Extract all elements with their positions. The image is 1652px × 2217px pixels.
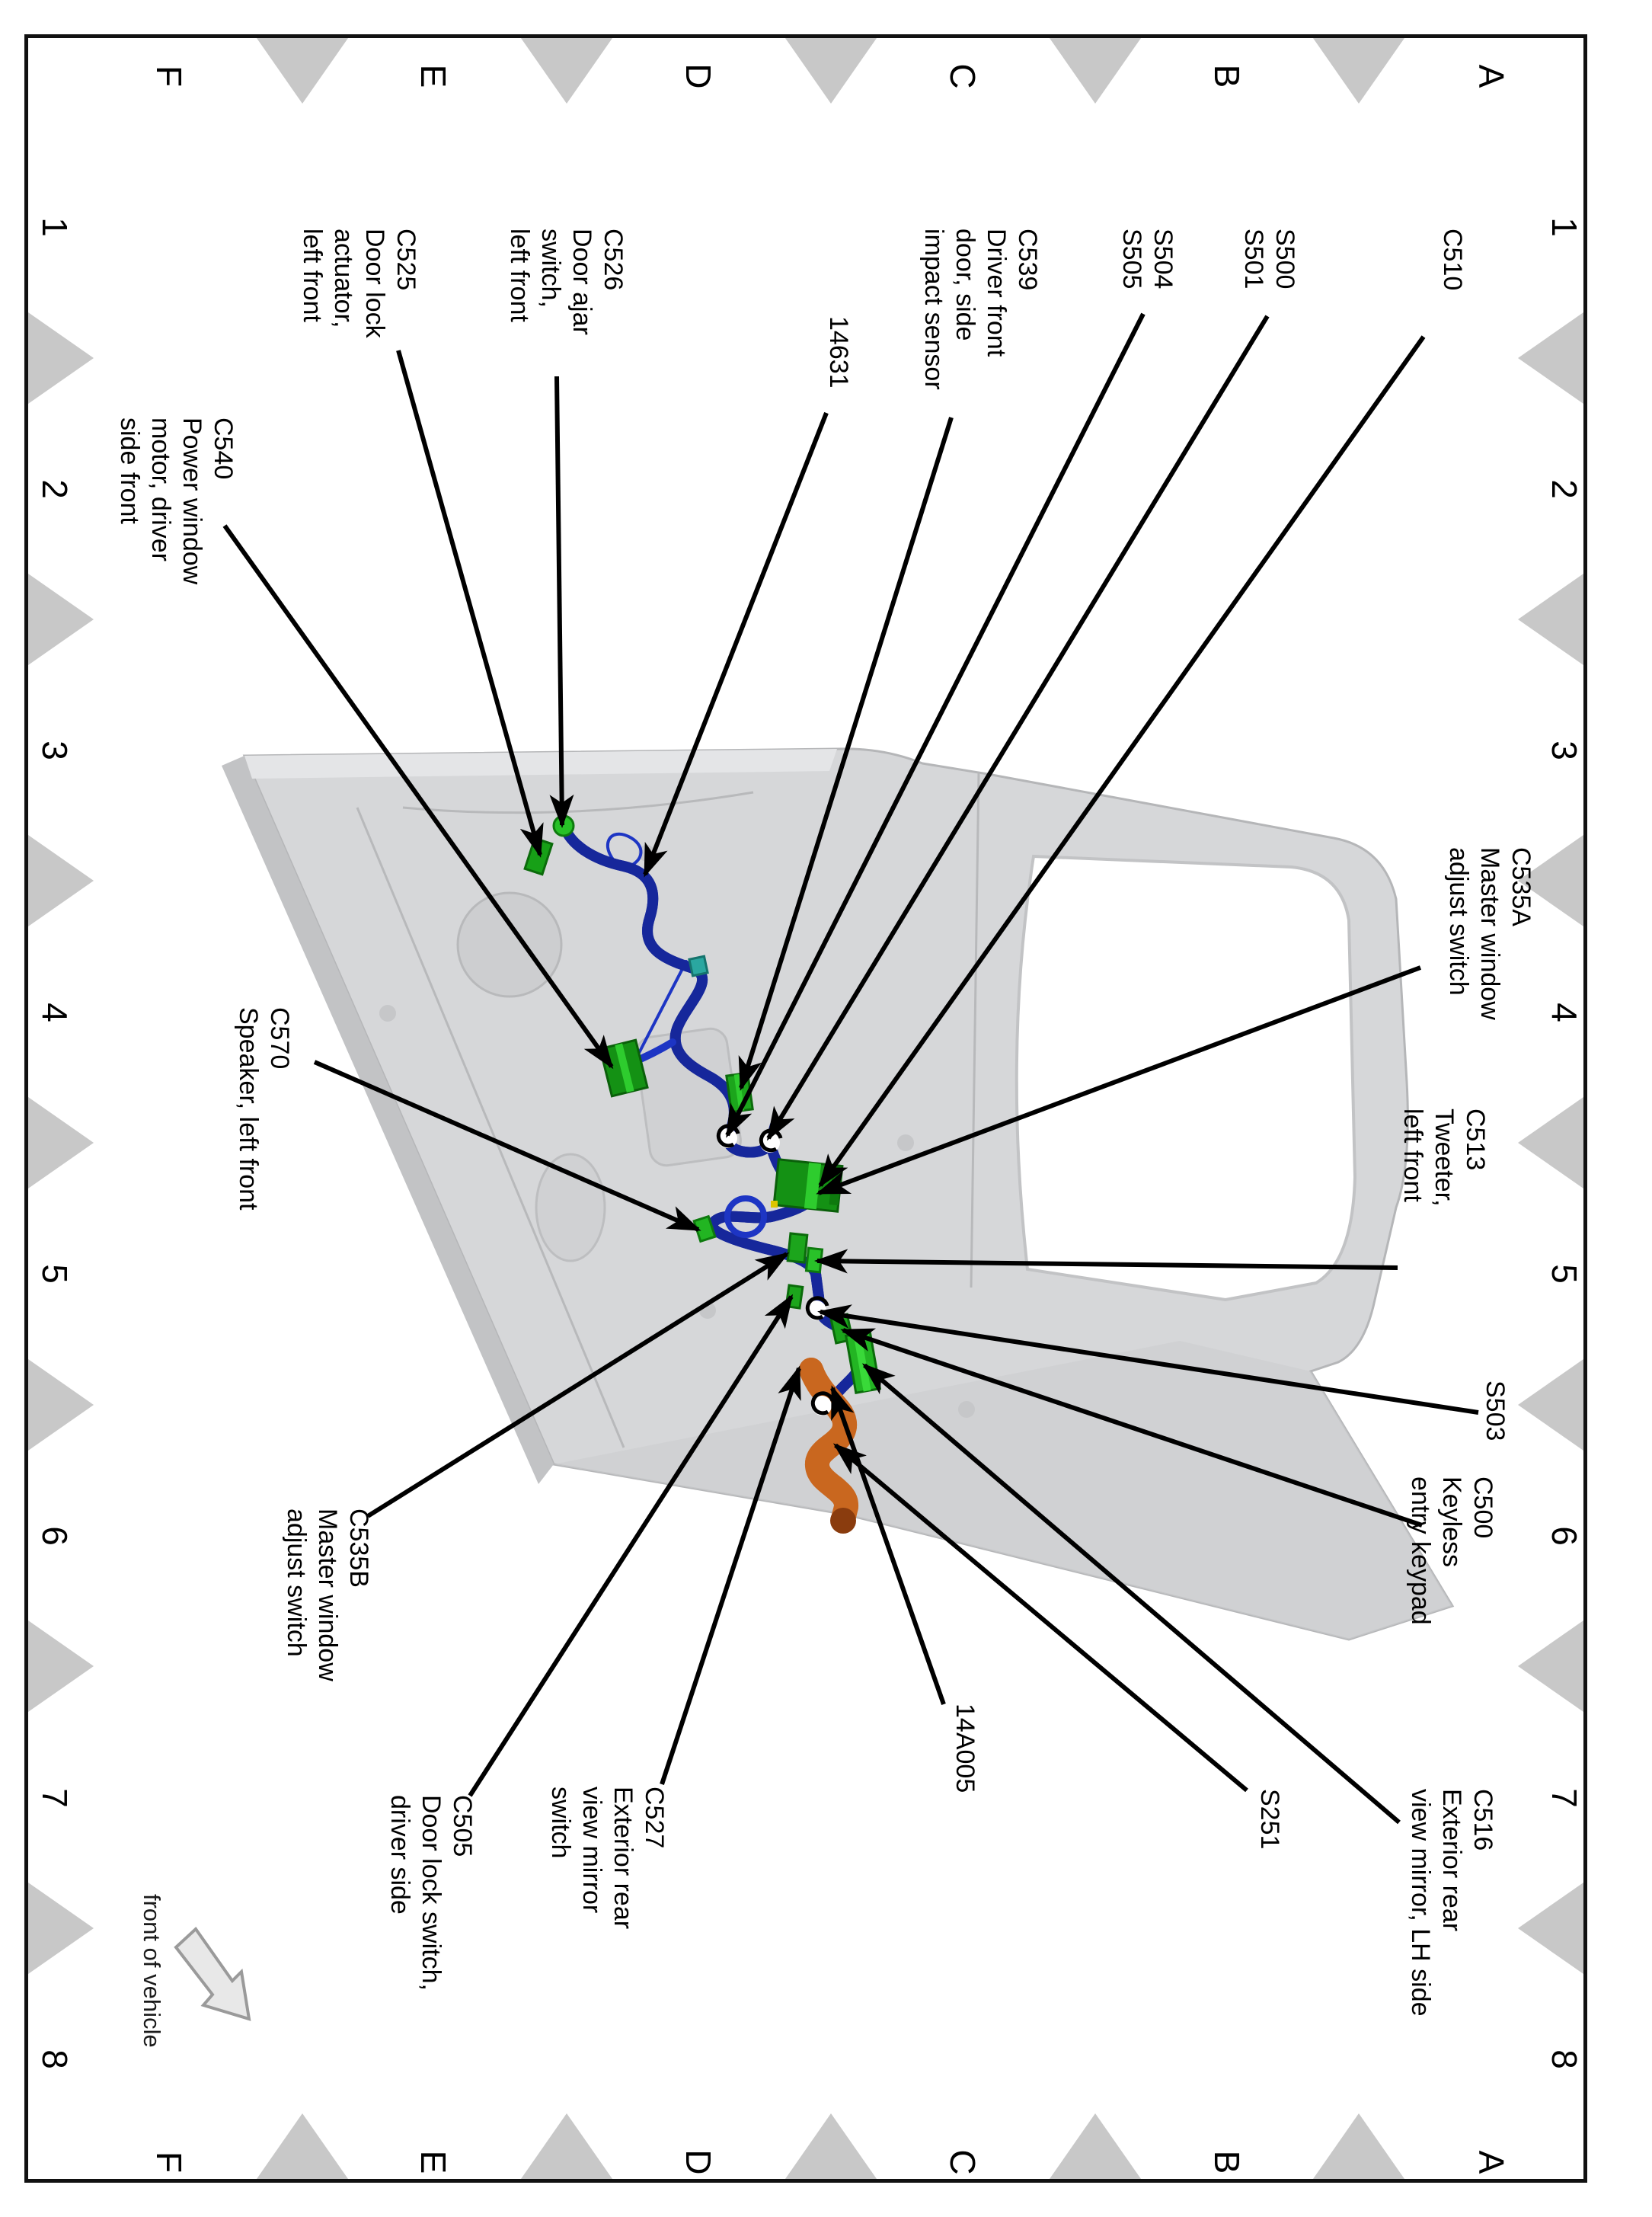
- wire-pigtail-loop: [724, 1195, 767, 1238]
- leader-c500: [840, 1328, 1423, 1528]
- leader-14631: [643, 411, 829, 878]
- leader-c513: [814, 1249, 1398, 1274]
- panel-recess-oval: [535, 1153, 606, 1262]
- leader-c505: [468, 1294, 794, 1797]
- callout-s504-s505: S504 S505: [1117, 229, 1177, 290]
- speaker-recess: [456, 891, 563, 998]
- callout-c539: C539 Driver front door, side impact sens…: [919, 229, 1042, 390]
- front-of-vehicle-label: front of vehicle: [139, 1894, 165, 2048]
- callout-14631: 14631: [824, 316, 853, 389]
- callout-c527: C527 Exterior rear view mirror switch: [546, 1787, 669, 1930]
- leader-c535a: [816, 965, 1422, 1195]
- leader-c539: [738, 417, 954, 1091]
- connector-c535b: [786, 1232, 809, 1264]
- callout-c535a: C535A Master window adjust switch: [1444, 847, 1535, 1020]
- clip-teal: [688, 955, 709, 977]
- leader-s251: [832, 1443, 1248, 1793]
- callout-c500: C500 Keyless entry keypad: [1406, 1476, 1497, 1625]
- tie-yellow: [771, 1201, 778, 1208]
- callout-c570: C570 Speaker, left front: [234, 1007, 294, 1211]
- leader-lines: [222, 312, 1479, 1825]
- leader-s504-s505: [725, 312, 1146, 1138]
- window-opening: [1015, 854, 1357, 1302]
- callout-14a005: 14A005: [951, 1704, 979, 1793]
- callout-c525: C525 Door lock actuator, left front: [298, 229, 420, 338]
- callout-c513: C513 Tweeter, left front: [1398, 1108, 1490, 1207]
- leader-c535b: [366, 1252, 790, 1518]
- leader-c570: [313, 1060, 701, 1232]
- leader-s500-s501: [766, 315, 1270, 1141]
- leader-c525: [396, 350, 544, 858]
- callout-s500-s501: S500 S501: [1239, 229, 1299, 290]
- callout-s503: S503: [1481, 1380, 1510, 1441]
- callout-s251: S251: [1255, 1789, 1284, 1850]
- callout-c535b: C535B Master window adjust switch: [282, 1508, 373, 1681]
- leader-s503: [817, 1304, 1479, 1415]
- callout-c505: C505 Door lock switch, driver side: [385, 1795, 477, 1991]
- leader-14a005: [830, 1385, 946, 1705]
- door-panel: [222, 747, 1455, 1641]
- callout-c510: C510: [1438, 229, 1467, 291]
- splice-s251: [810, 1391, 835, 1416]
- callout-c516: C516 Exterior rear view mirror, LH side: [1406, 1789, 1497, 2017]
- callout-c540: C540 Power window motor, driver side fro…: [115, 417, 238, 585]
- leader-c526: [549, 376, 574, 828]
- leader-c540: [222, 524, 614, 1070]
- callout-c526: C526 Door ajar switch, left front: [505, 229, 628, 335]
- front-of-vehicle-arrow-icon: [174, 1926, 251, 2021]
- leader-c516: [861, 1363, 1401, 1825]
- leader-c510: [818, 335, 1426, 1188]
- panel-creases: [356, 773, 980, 1448]
- leader-c527: [660, 1365, 801, 1785]
